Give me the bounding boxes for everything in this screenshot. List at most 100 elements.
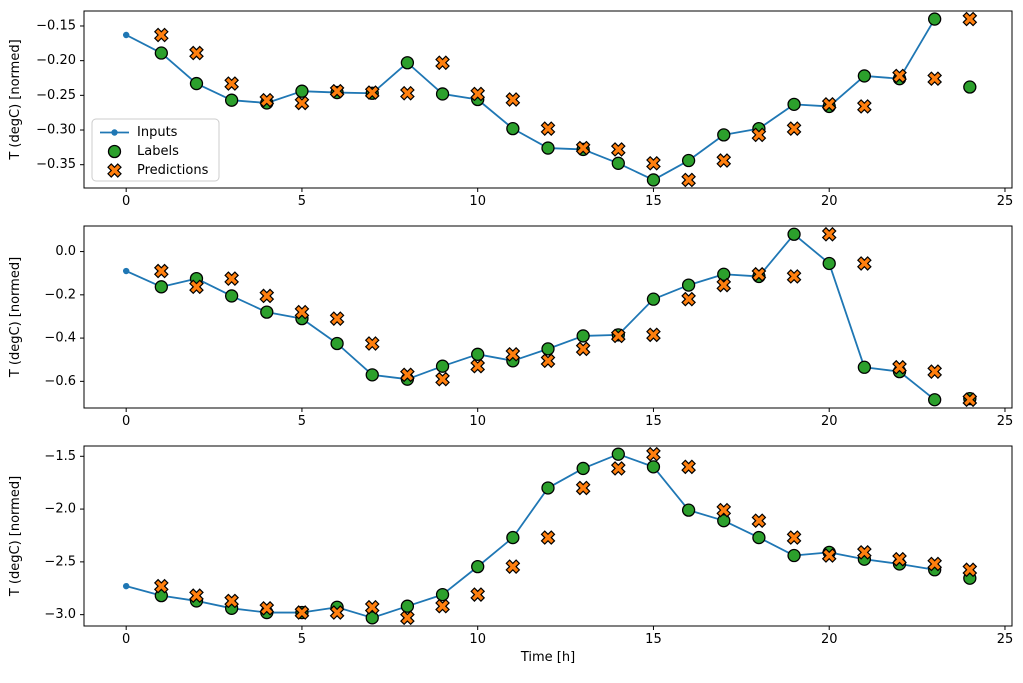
x-tick-label: 25 <box>997 414 1014 429</box>
legend-entry-inputs: Inputs <box>100 125 178 140</box>
y-tick-label: −2.0 <box>44 502 76 517</box>
prediction-marker <box>962 392 978 408</box>
legend: Inputs Labels Predictions <box>91 118 220 182</box>
label-marker <box>787 97 801 112</box>
legend-box <box>91 118 220 182</box>
prediction-marker <box>821 226 837 242</box>
x-tick-label: 0 <box>122 632 130 647</box>
label-marker <box>963 80 977 94</box>
input-dot-marker <box>122 31 130 39</box>
input-dot-marker <box>122 267 130 275</box>
label-marker <box>435 87 450 101</box>
legend-entry-labels: Labels <box>107 144 179 159</box>
prediction-marker <box>857 99 872 114</box>
prediction-marker <box>927 364 943 379</box>
label-marker <box>717 128 731 142</box>
prediction-marker <box>892 68 907 84</box>
label-marker <box>330 336 344 351</box>
prediction-marker <box>751 513 767 529</box>
y-tick-label: −0.20 <box>36 53 76 68</box>
prediction-marker <box>189 588 204 604</box>
y-tick-label: −2.5 <box>44 554 76 569</box>
x-tick-label: 10 <box>469 414 486 429</box>
x-tick-label: 5 <box>298 414 306 429</box>
prediction-marker <box>540 353 556 369</box>
y-axis-label: T (degC) [normed] <box>8 476 23 597</box>
label-marker <box>681 278 696 292</box>
prediction-marker <box>400 367 415 383</box>
label-marker <box>681 503 696 517</box>
legend-label: Predictions <box>137 163 209 178</box>
y-tick-label: −0.25 <box>36 88 76 103</box>
axes-frame <box>83 10 1013 189</box>
label-marker <box>611 447 625 461</box>
prediction-marker <box>681 459 696 475</box>
prediction-marker <box>821 548 837 563</box>
label-marker <box>365 611 379 625</box>
label-marker <box>506 530 520 545</box>
legend-label: Inputs <box>137 125 178 140</box>
prediction-marker <box>224 76 239 91</box>
prediction-marker <box>435 598 450 614</box>
y-tick-label: −0.15 <box>36 18 76 33</box>
prediction-marker <box>751 266 767 282</box>
prediction-marker <box>857 256 872 271</box>
label-marker <box>541 141 555 155</box>
x-tick-label: 0 <box>122 194 130 209</box>
subplot-0: 0 5 10 15 20 25 −0.15 −0.20 −0.25 −0.30 −0.35 T (de… <box>8 10 1014 209</box>
prediction-marker <box>786 530 802 545</box>
prediction-marker <box>329 83 345 99</box>
prediction-marker <box>294 304 310 320</box>
x-tick-label: 20 <box>821 632 838 647</box>
prediction-marker <box>821 97 837 112</box>
prediction-marker <box>540 121 556 136</box>
y-axis-label: T (degC) [normed] <box>8 257 23 378</box>
label-marker <box>787 548 801 563</box>
input-dot-marker <box>122 582 130 590</box>
y-tick-label: −0.4 <box>44 331 76 346</box>
prediction-marker <box>681 172 696 188</box>
x-tick-label: 25 <box>997 194 1014 209</box>
prediction-marker <box>681 291 696 307</box>
label-marker <box>717 267 731 281</box>
prediction-marker <box>153 27 169 43</box>
prediction-marker <box>892 551 907 567</box>
label-marker <box>154 280 168 294</box>
y-tick-label: 0.0 <box>55 244 76 259</box>
label-marker <box>576 329 590 343</box>
label-marker <box>857 360 872 374</box>
axes-background <box>84 226 1012 408</box>
prediction-marker <box>470 587 486 602</box>
label-marker <box>224 93 239 107</box>
prediction-marker <box>751 127 767 143</box>
label-marker <box>365 368 379 382</box>
label-marker <box>928 393 942 407</box>
label-marker <box>471 559 485 574</box>
prediction-marker <box>364 599 380 615</box>
prediction-marker <box>646 155 661 171</box>
prediction-marker <box>857 545 872 560</box>
y-tick-label: −1.5 <box>44 449 76 464</box>
prediction-marker <box>646 446 661 462</box>
prediction-marker <box>575 140 591 156</box>
x-tick-label: 0 <box>122 414 130 429</box>
prediction-marker <box>575 480 591 496</box>
y-tick-label: −0.30 <box>36 123 76 138</box>
prediction-marker <box>400 85 415 101</box>
x-tick-label: 15 <box>645 414 662 429</box>
x-tick-label: 5 <box>298 632 306 647</box>
prediction-marker <box>575 341 591 357</box>
label-marker <box>506 121 520 136</box>
label-marker <box>435 587 450 602</box>
prediction-marker <box>259 92 275 108</box>
axes-background <box>84 11 1012 188</box>
x-tick-label: 10 <box>469 632 486 647</box>
prediction-marker <box>610 328 626 344</box>
label-marker <box>752 530 766 545</box>
subplot-2: 0 5 10 15 20 25 −1.5 −2.0 −2.5 −3.0 T (degC) [norm… <box>8 445 1013 665</box>
prediction-marker <box>786 121 802 136</box>
prediction-marker <box>505 92 521 107</box>
prediction-marker <box>294 605 310 620</box>
